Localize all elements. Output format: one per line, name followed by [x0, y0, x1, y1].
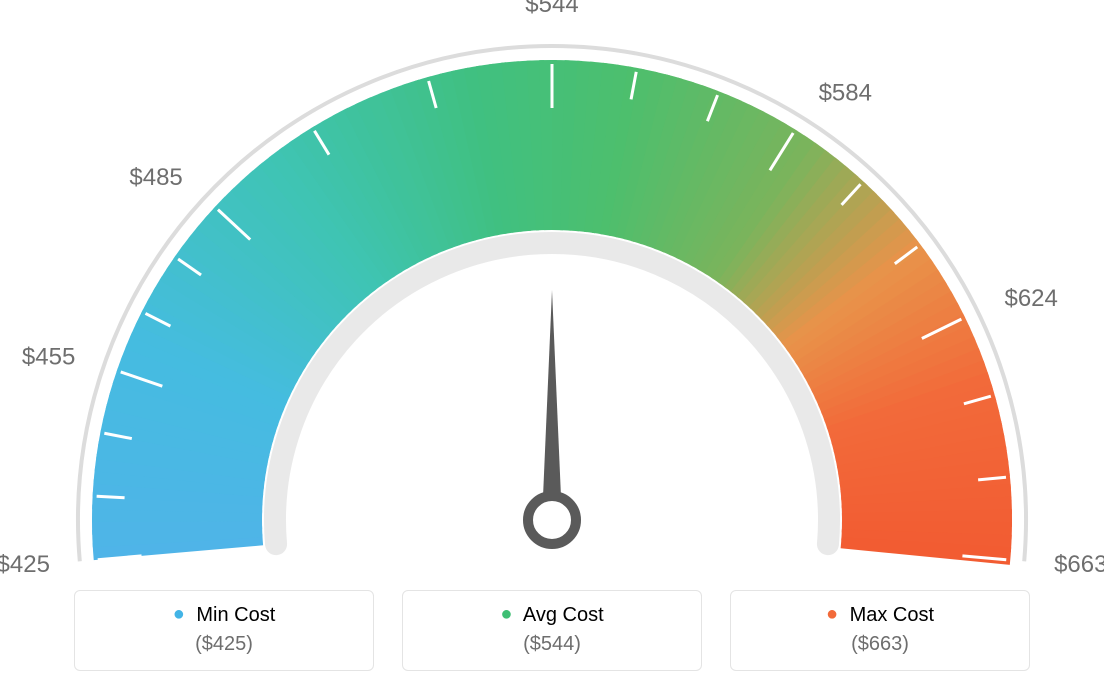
cost-gauge: $425$455$485$544$584$624$663: [0, 0, 1104, 560]
tick-label: $663: [1054, 551, 1104, 578]
legend-min-value: ($425): [75, 633, 373, 656]
tick-label: $584: [819, 79, 872, 106]
tick-label: $425: [0, 551, 50, 578]
tick-label: $624: [1004, 285, 1057, 312]
legend-max-title: ● Max Cost: [731, 603, 1029, 627]
legend-min-label: Min Cost: [196, 604, 275, 626]
dot-icon: ●: [826, 603, 838, 625]
needle: [542, 290, 562, 520]
dot-icon: ●: [500, 603, 512, 625]
legend-row: ● Min Cost ($425) ● Avg Cost ($544) ● Ma…: [0, 590, 1104, 671]
legend-max-value: ($663): [731, 633, 1029, 656]
dot-icon: ●: [173, 603, 185, 625]
legend-max-label: Max Cost: [850, 604, 934, 626]
tick-label: $544: [525, 0, 578, 18]
legend-min-title: ● Min Cost: [75, 603, 373, 627]
legend-avg-label: Avg Cost: [523, 604, 604, 626]
tick-label: $485: [129, 164, 182, 191]
legend-avg: ● Avg Cost ($544): [402, 590, 702, 671]
legend-max: ● Max Cost ($663): [730, 590, 1030, 671]
legend-avg-value: ($544): [403, 633, 701, 656]
legend-avg-title: ● Avg Cost: [403, 603, 701, 627]
legend-min: ● Min Cost ($425): [74, 590, 374, 671]
tick-label: $455: [22, 343, 75, 370]
needle-hub: [528, 496, 576, 544]
